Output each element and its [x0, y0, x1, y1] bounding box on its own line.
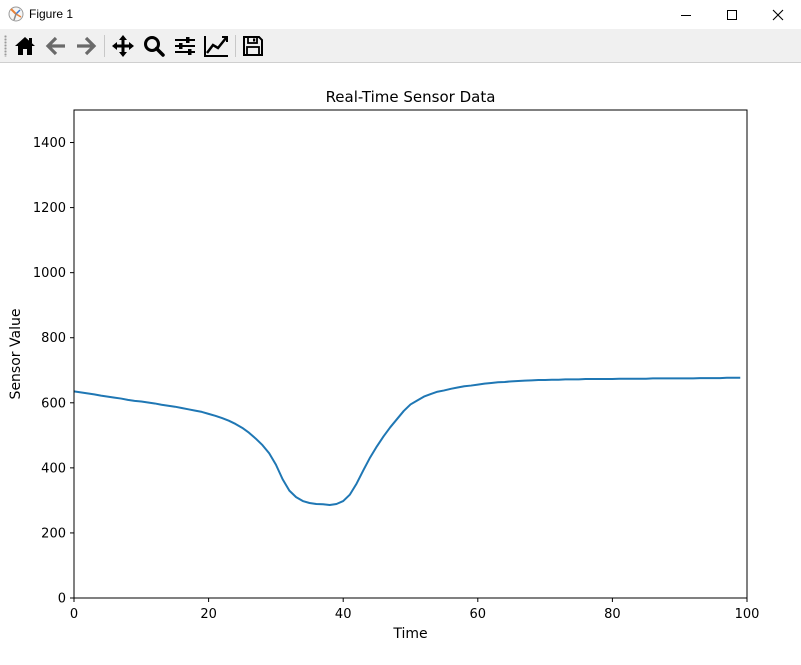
navigation-toolbar — [0, 29, 801, 63]
minimize-button[interactable] — [663, 0, 709, 29]
maximize-button[interactable] — [709, 0, 755, 29]
sensor-series-line — [73, 376, 741, 506]
figure-canvas[interactable]: Real-Time Sensor Data 0 200 400 600 800 1000 1… — [0, 63, 801, 660]
axes-frame — [73, 109, 748, 599]
minimize-icon — [681, 14, 691, 16]
x-tick-label: 60 — [470, 607, 487, 622]
forward-button[interactable] — [73, 33, 99, 59]
y-tick-label: 1400 — [33, 136, 66, 151]
y-tick-label: 1200 — [33, 201, 66, 216]
toolbar-grip[interactable] — [4, 35, 7, 57]
zoom-button[interactable] — [141, 33, 167, 59]
maximize-icon — [727, 9, 737, 20]
x-tick-label: 80 — [604, 607, 621, 622]
forward-icon — [77, 36, 97, 56]
x-tick-label: 40 — [335, 607, 352, 622]
x-axis: 0 20 40 60 80 100 — [70, 598, 760, 622]
toolbar-separator — [104, 35, 105, 57]
save-icon — [243, 36, 263, 56]
y-tick-label: 1000 — [33, 266, 66, 281]
edit-axis-button[interactable] — [203, 33, 229, 59]
y-axis-label: Sensor Value — [8, 309, 24, 400]
x-tick-label: 100 — [735, 607, 760, 622]
y-tick-label: 800 — [41, 331, 66, 346]
y-axis: 0 200 400 600 800 1000 1200 1400 — [33, 136, 74, 607]
y-tick-label: 400 — [41, 461, 66, 476]
save-button[interactable] — [240, 33, 266, 59]
close-button[interactable] — [755, 0, 801, 29]
y-tick-label: 600 — [41, 396, 66, 411]
toolbar-separator — [235, 35, 236, 57]
x-tick-label: 0 — [70, 607, 78, 622]
line-chart: Real-Time Sensor Data 020040060080010001… — [8, 88, 760, 642]
close-icon — [772, 9, 784, 20]
home-button[interactable] — [12, 33, 38, 59]
home-icon — [15, 37, 35, 55]
configure-subplots-button[interactable] — [172, 33, 198, 59]
chart-title: Real-Time Sensor Data — [326, 88, 496, 106]
x-tick-label: 20 — [200, 607, 217, 622]
edit-axis-icon — [204, 36, 228, 57]
y-tick-label: 0 — [58, 592, 66, 607]
zoom-icon — [144, 36, 165, 57]
y-tick-label: 200 — [41, 526, 66, 541]
matplotlib-app-icon — [8, 6, 24, 22]
window-title: Figure 1 — [29, 7, 74, 21]
back-button[interactable] — [43, 33, 69, 59]
back-icon — [45, 36, 65, 56]
x-axis-label: Time — [392, 626, 427, 642]
window-titlebar: Figure 1 — [0, 0, 801, 29]
configure-subplots-icon — [175, 37, 195, 55]
pan-icon — [112, 35, 134, 57]
pan-button[interactable] — [110, 33, 136, 59]
